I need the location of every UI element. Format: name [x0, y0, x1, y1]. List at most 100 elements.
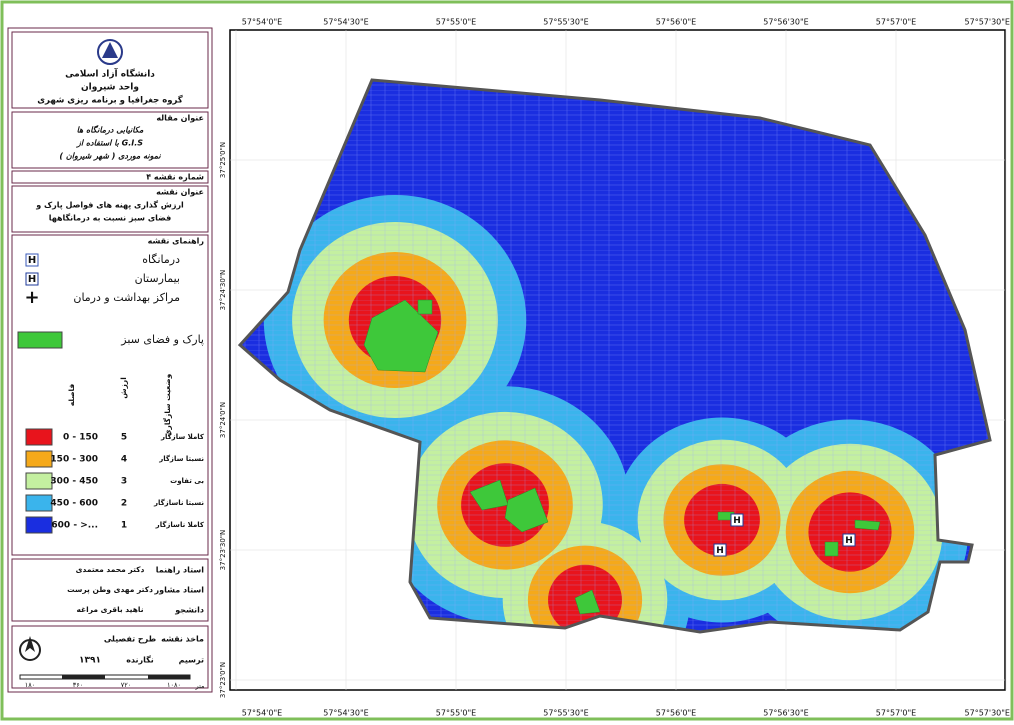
university-name: دانشگاه آزاد اسلامی: [65, 68, 155, 80]
source-label: ماخذ نقشه: [161, 635, 204, 644]
park: [854, 519, 881, 531]
legend-class-value: 2: [121, 499, 127, 509]
legend-symbol-label: مراکز بهداشت و درمان: [73, 291, 180, 304]
lat-label: 37°23'30"N: [219, 530, 227, 571]
scale-bar-fill: [62, 675, 105, 679]
map-title-line: ارزش گذاری پهنه های فواصل پارک و: [35, 200, 184, 211]
panel-box: [11, 111, 209, 169]
legend-symbol-icon: H: [28, 255, 36, 266]
legend-column: ارزش: [119, 377, 128, 399]
lon-label: 57°55'30"E: [543, 18, 588, 27]
lat-label: 37°23'0"N: [219, 662, 227, 698]
legend-class-status: کاملا سازگار: [160, 432, 205, 441]
lat-label: 37°25'0"N: [219, 142, 227, 178]
university-branch: واحد شیروان: [81, 83, 139, 93]
scale-tick: ۳۶۰: [73, 681, 83, 689]
lon-label: 57°54'30"E: [323, 709, 368, 718]
article-line: با استفاده از G.I.S: [75, 139, 143, 149]
scale-tick: ۷۲۰: [121, 681, 131, 689]
lon-label: 57°57'0"E: [876, 709, 916, 718]
scale-bar-fill: [148, 675, 190, 679]
legend-class-status: کاملا ناسازگار: [155, 520, 205, 529]
legend-class-swatch: [25, 516, 53, 534]
park: [363, 299, 439, 373]
facility-marker-label: H: [733, 516, 741, 526]
park: [824, 541, 839, 557]
lon-label: 57°55'30"E: [543, 709, 588, 718]
article-line: مکانیابی درمانگاه ها: [77, 125, 144, 136]
city: [240, 80, 990, 632]
facility-marker: [730, 513, 744, 527]
legend-symbol: [25, 253, 39, 267]
legend-column: فاصله: [67, 384, 76, 407]
facility-marker-label: H: [845, 536, 853, 546]
legend-symbol-icon: +: [24, 287, 39, 308]
credit-role: استاد راهنما: [156, 566, 205, 575]
legend-class-status: نسبتا ناسازگار: [153, 498, 204, 507]
legend-class-swatch: [25, 472, 53, 490]
scale-tick: ۱۸۰: [25, 681, 35, 689]
legend-class-swatch: [25, 494, 53, 512]
lon-label: 57°55'0"E: [436, 18, 476, 27]
panel-box: [11, 170, 209, 184]
legend-park-swatch: [17, 331, 63, 349]
lat-label: 37°24'0"N: [219, 402, 227, 438]
lon-label: 57°54'0"E: [242, 709, 282, 718]
legend-class-range: 450 - 600: [50, 499, 98, 509]
lon-label: 57°54'30"E: [323, 18, 368, 27]
credit-name: دکتر محمد معتمدی: [76, 565, 145, 574]
drawing-label: ترسیم: [179, 656, 204, 665]
legend-class-swatch: [25, 450, 53, 468]
facility-marker: [713, 543, 727, 557]
lon-label: 57°54'0"E: [242, 18, 282, 27]
year: ۱۳۹۱: [79, 656, 101, 666]
article-line: نمونه موردی ( شهر شیروان ): [59, 152, 161, 162]
legend-class-value: 1: [121, 521, 127, 531]
legend-symbol-icon: H: [28, 274, 36, 285]
legend-class-status: نسبتا سازگار: [158, 454, 204, 463]
legend-symbol-label: بیمارستان: [135, 272, 180, 285]
credit-name: ناهید باقری مراغه: [76, 605, 143, 614]
article-heading: عنوان مقاله: [156, 114, 204, 123]
source-value: طرح تفصیلی: [104, 635, 156, 644]
legend-class-value: 3: [121, 477, 127, 487]
legend-class-value: 4: [121, 455, 127, 465]
credit-role: دانشجو: [174, 606, 204, 615]
lon-label: 57°57'30"E: [965, 18, 1010, 27]
legend-class-status: بی تفاوت: [170, 477, 204, 485]
legend-column: وضعیت سازگاری: [163, 373, 172, 436]
department: گروه جغرافیا و برنامه ریزی شهری: [37, 95, 183, 106]
lon-label: 57°56'30"E: [763, 709, 808, 718]
map-title-heading: عنوان نقشه: [156, 188, 204, 197]
map-number: شماره نقشه ۴: [146, 173, 204, 182]
lon-label: 57°57'0"E: [876, 18, 916, 27]
drawing-value: نگارنده: [126, 655, 154, 665]
lon-label: 57°56'0"E: [656, 18, 696, 27]
facility-marker: [842, 533, 856, 547]
legend-class-swatch: [25, 428, 53, 446]
legend-class-range: 300 - 450: [50, 477, 98, 487]
legend-class-range: 600 - >...: [51, 521, 98, 531]
legend-class-range: 0 - 150: [63, 433, 98, 443]
map-title-line: فضای سبز نسبت به درمانگاهها: [49, 213, 172, 223]
info-panel: دانشگاه آزاد اسلامی واحد شیروان گروه جغراف…: [7, 27, 213, 693]
legend-park-label: پارک و فضای سبز: [120, 333, 204, 346]
north-arrow-head: [25, 636, 35, 652]
lon-label: 57°57'30"E: [965, 709, 1010, 718]
lon-label: 57°56'0"E: [656, 709, 696, 718]
legend-symbol-label: درمانگاه: [142, 253, 180, 266]
legend-symbol: [25, 272, 39, 286]
credit-role: استاد مشاور: [154, 586, 205, 595]
lon-label: 57°56'30"E: [763, 18, 808, 27]
lat-label: 37°24'30"N: [219, 270, 227, 311]
park: [504, 487, 549, 533]
panel-box: [11, 558, 209, 622]
emblem-mark: [102, 42, 118, 58]
legend-class-range: 150 - 300: [50, 455, 98, 465]
city-boundary: [237, 78, 992, 634]
panel-box: [11, 185, 209, 233]
scale-unit: متر: [194, 682, 204, 690]
scale-tick: ۱۰۸۰: [167, 681, 181, 689]
